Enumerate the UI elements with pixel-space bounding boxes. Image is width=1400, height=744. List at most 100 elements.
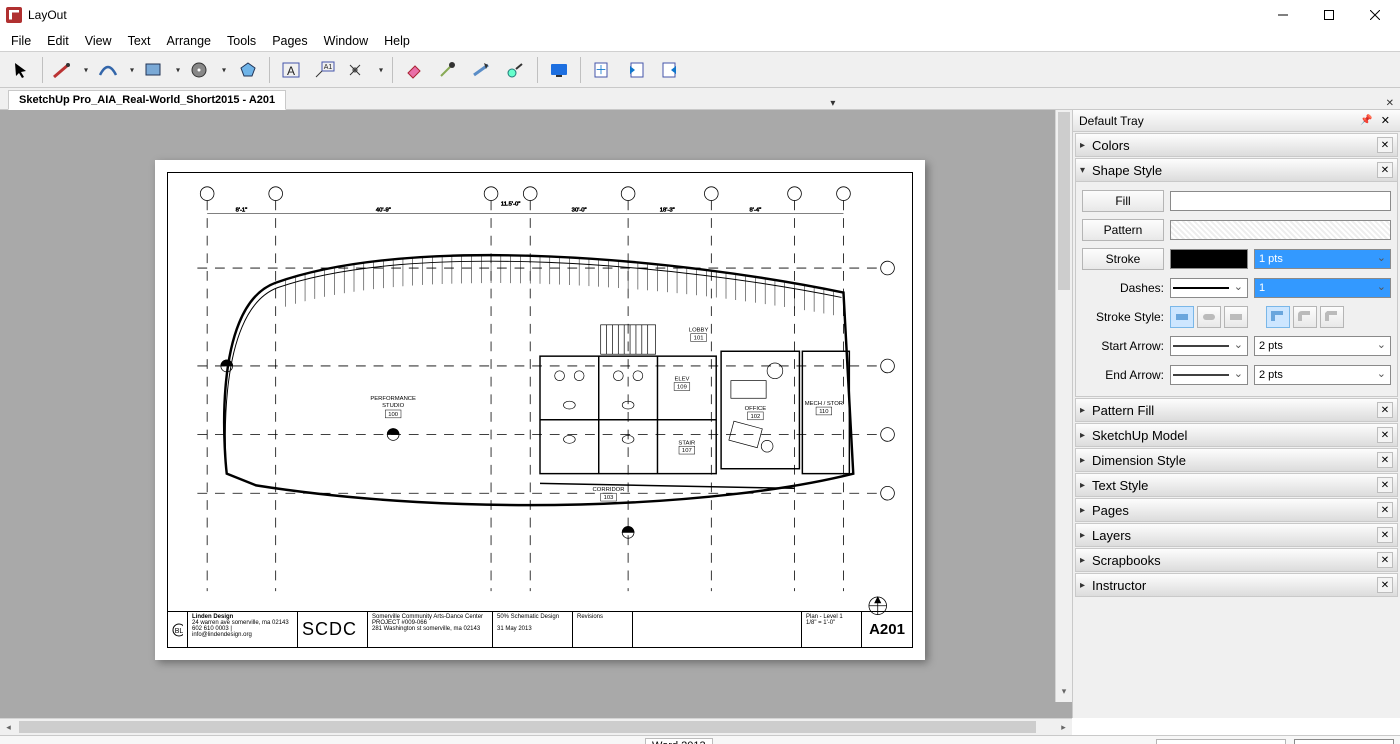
svg-text:OFFICE: OFFICE (745, 406, 767, 412)
dashes-scale-combo[interactable]: 1 (1254, 278, 1391, 298)
panel-close-icon[interactable]: ✕ (1377, 477, 1393, 493)
maximize-button[interactable] (1306, 0, 1352, 30)
panel-pattern-fill-label: Pattern Fill (1092, 403, 1154, 418)
tab-close-button[interactable]: ✕ (1380, 98, 1400, 109)
measurements-input[interactable] (1156, 739, 1286, 744)
panel-dimension-style[interactable]: ▸Dimension Style✕ (1075, 448, 1398, 472)
svg-text:ELEV: ELEV (674, 377, 689, 383)
panel-colors[interactable]: ▸Colors✕ (1075, 133, 1398, 157)
svg-text:A: A (287, 64, 295, 78)
start-arrow-size-combo[interactable]: 2 pts (1254, 336, 1391, 356)
start-arrow-label: Start Arrow: (1082, 339, 1164, 353)
panel-instructor[interactable]: ▸Instructor✕ (1075, 573, 1398, 597)
panel-close-icon[interactable]: ✕ (1377, 427, 1393, 443)
fill-swatch[interactable] (1170, 191, 1391, 211)
arc-tool[interactable] (93, 55, 139, 85)
panel-pages[interactable]: ▸Pages✕ (1075, 498, 1398, 522)
panel-shape-style[interactable]: ▾Shape Style✕ (1075, 158, 1398, 182)
menu-text[interactable]: Text (121, 32, 158, 50)
line-tool[interactable] (47, 55, 93, 85)
menu-edit[interactable]: Edit (40, 32, 76, 50)
dashes-label: Dashes: (1082, 281, 1164, 295)
dimension-tool[interactable] (342, 55, 388, 85)
stroke-width-value: 1 pts (1259, 253, 1283, 265)
menu-bar: File Edit View Text Arrange Tools Pages … (0, 30, 1400, 52)
join-tool[interactable] (499, 55, 533, 85)
firm-addr2: 602 610 0003 | info@lindendesign.org (192, 626, 252, 638)
panel-close-icon[interactable]: ✕ (1377, 402, 1393, 418)
panel-text-style-label: Text Style (1092, 478, 1148, 493)
pattern-swatch[interactable] (1170, 220, 1391, 240)
polygon-tool[interactable] (231, 55, 265, 85)
svg-text:40'-9": 40'-9" (376, 207, 391, 213)
add-page-button[interactable]: ＋ (585, 55, 619, 85)
prev-page-button[interactable] (619, 55, 653, 85)
rectangle-tool[interactable] (139, 55, 185, 85)
panel-close-icon[interactable]: ✕ (1377, 577, 1393, 593)
stroke-style-label: Stroke Style: (1082, 310, 1164, 324)
menu-file[interactable]: File (4, 32, 38, 50)
tray-title-bar[interactable]: Default Tray 📌 ✕ (1073, 110, 1400, 132)
menu-tools[interactable]: Tools (220, 32, 263, 50)
tab-menu-button[interactable]: ▾ (824, 98, 841, 109)
zoom-combo[interactable]: Scale To Fit (1294, 739, 1394, 744)
tray-close-icon[interactable]: ✕ (1377, 114, 1394, 127)
minimize-button[interactable] (1260, 0, 1306, 30)
cap-flat-button[interactable] (1170, 306, 1194, 328)
panel-close-icon[interactable]: ✕ (1377, 137, 1393, 153)
panel-close-icon[interactable]: ✕ (1377, 162, 1393, 178)
project-line3: 281 Washington st somerville, ma 02143 (372, 626, 480, 632)
style-tool[interactable] (431, 55, 465, 85)
cap-round-button[interactable] (1197, 306, 1221, 328)
stroke-toggle[interactable]: Stroke (1082, 248, 1164, 270)
circle-tool[interactable] (185, 55, 231, 85)
text-tool[interactable]: A (274, 55, 308, 85)
tray-pin-icon[interactable]: 📌 (1356, 115, 1376, 126)
title-block: BL Linden Design 24 warren ave somervill… (168, 611, 912, 647)
panel-close-icon[interactable]: ✕ (1377, 527, 1393, 543)
menu-pages[interactable]: Pages (265, 32, 314, 50)
end-arrow-size-combo[interactable]: 2 pts (1254, 365, 1391, 385)
stroke-swatch[interactable] (1170, 249, 1248, 269)
end-arrow-combo[interactable] (1170, 365, 1248, 385)
next-page-button[interactable] (653, 55, 687, 85)
document-tab[interactable]: SketchUp Pro_AIA_Real-World_Short2015 - … (8, 90, 286, 110)
panel-close-icon[interactable]: ✕ (1377, 452, 1393, 468)
join-round-button[interactable] (1293, 306, 1317, 328)
vertical-scrollbar[interactable]: ▴ ▾ (1055, 110, 1072, 702)
join-miter-button[interactable] (1266, 306, 1290, 328)
svg-text:107: 107 (682, 448, 692, 454)
panel-scrapbooks[interactable]: ▸Scrapbooks✕ (1075, 548, 1398, 572)
panel-layers[interactable]: ▸Layers✕ (1075, 523, 1398, 547)
panel-close-icon[interactable]: ✕ (1377, 502, 1393, 518)
svg-text:110: 110 (819, 409, 829, 415)
cap-square-button[interactable] (1224, 306, 1248, 328)
label-tool[interactable]: A1 (308, 55, 342, 85)
pattern-toggle[interactable]: Pattern (1082, 219, 1164, 241)
erase-tool[interactable] (397, 55, 431, 85)
panel-sketchup-model[interactable]: ▸SketchUp Model✕ (1075, 423, 1398, 447)
presentation-tool[interactable] (542, 55, 576, 85)
menu-arrange[interactable]: Arrange (160, 32, 218, 50)
start-arrow-combo[interactable] (1170, 336, 1248, 356)
revisions-label: Revisions (577, 614, 603, 620)
panel-close-icon[interactable]: ✕ (1377, 552, 1393, 568)
project-logo: SCDC (298, 612, 368, 647)
menu-window[interactable]: Window (317, 32, 375, 50)
fill-toggle[interactable]: Fill (1082, 190, 1164, 212)
panel-pattern-fill[interactable]: ▸Pattern Fill✕ (1075, 398, 1398, 422)
select-tool[interactable] (4, 55, 38, 85)
menu-help[interactable]: Help (377, 32, 417, 50)
menu-view[interactable]: View (78, 32, 119, 50)
canvas-viewport[interactable]: 8'-1"40'-9"11.5'-0" 30'-0"18'-3"8'-4" (0, 110, 1072, 718)
panel-text-style[interactable]: ▸Text Style✕ (1075, 473, 1398, 497)
close-button[interactable] (1352, 0, 1398, 30)
horizontal-scrollbar[interactable]: ◂▸ (0, 718, 1072, 735)
drawing-page[interactable]: 8'-1"40'-9"11.5'-0" 30'-0"18'-3"8'-4" (155, 160, 925, 660)
join-bevel-button[interactable] (1320, 306, 1344, 328)
stroke-width-combo[interactable]: 1 pts (1254, 249, 1391, 269)
dashes-combo[interactable] (1170, 278, 1248, 298)
svg-text:STUDIO: STUDIO (382, 403, 405, 409)
split-tool[interactable] (465, 55, 499, 85)
tooltip-label: Word 2013 (645, 738, 713, 744)
